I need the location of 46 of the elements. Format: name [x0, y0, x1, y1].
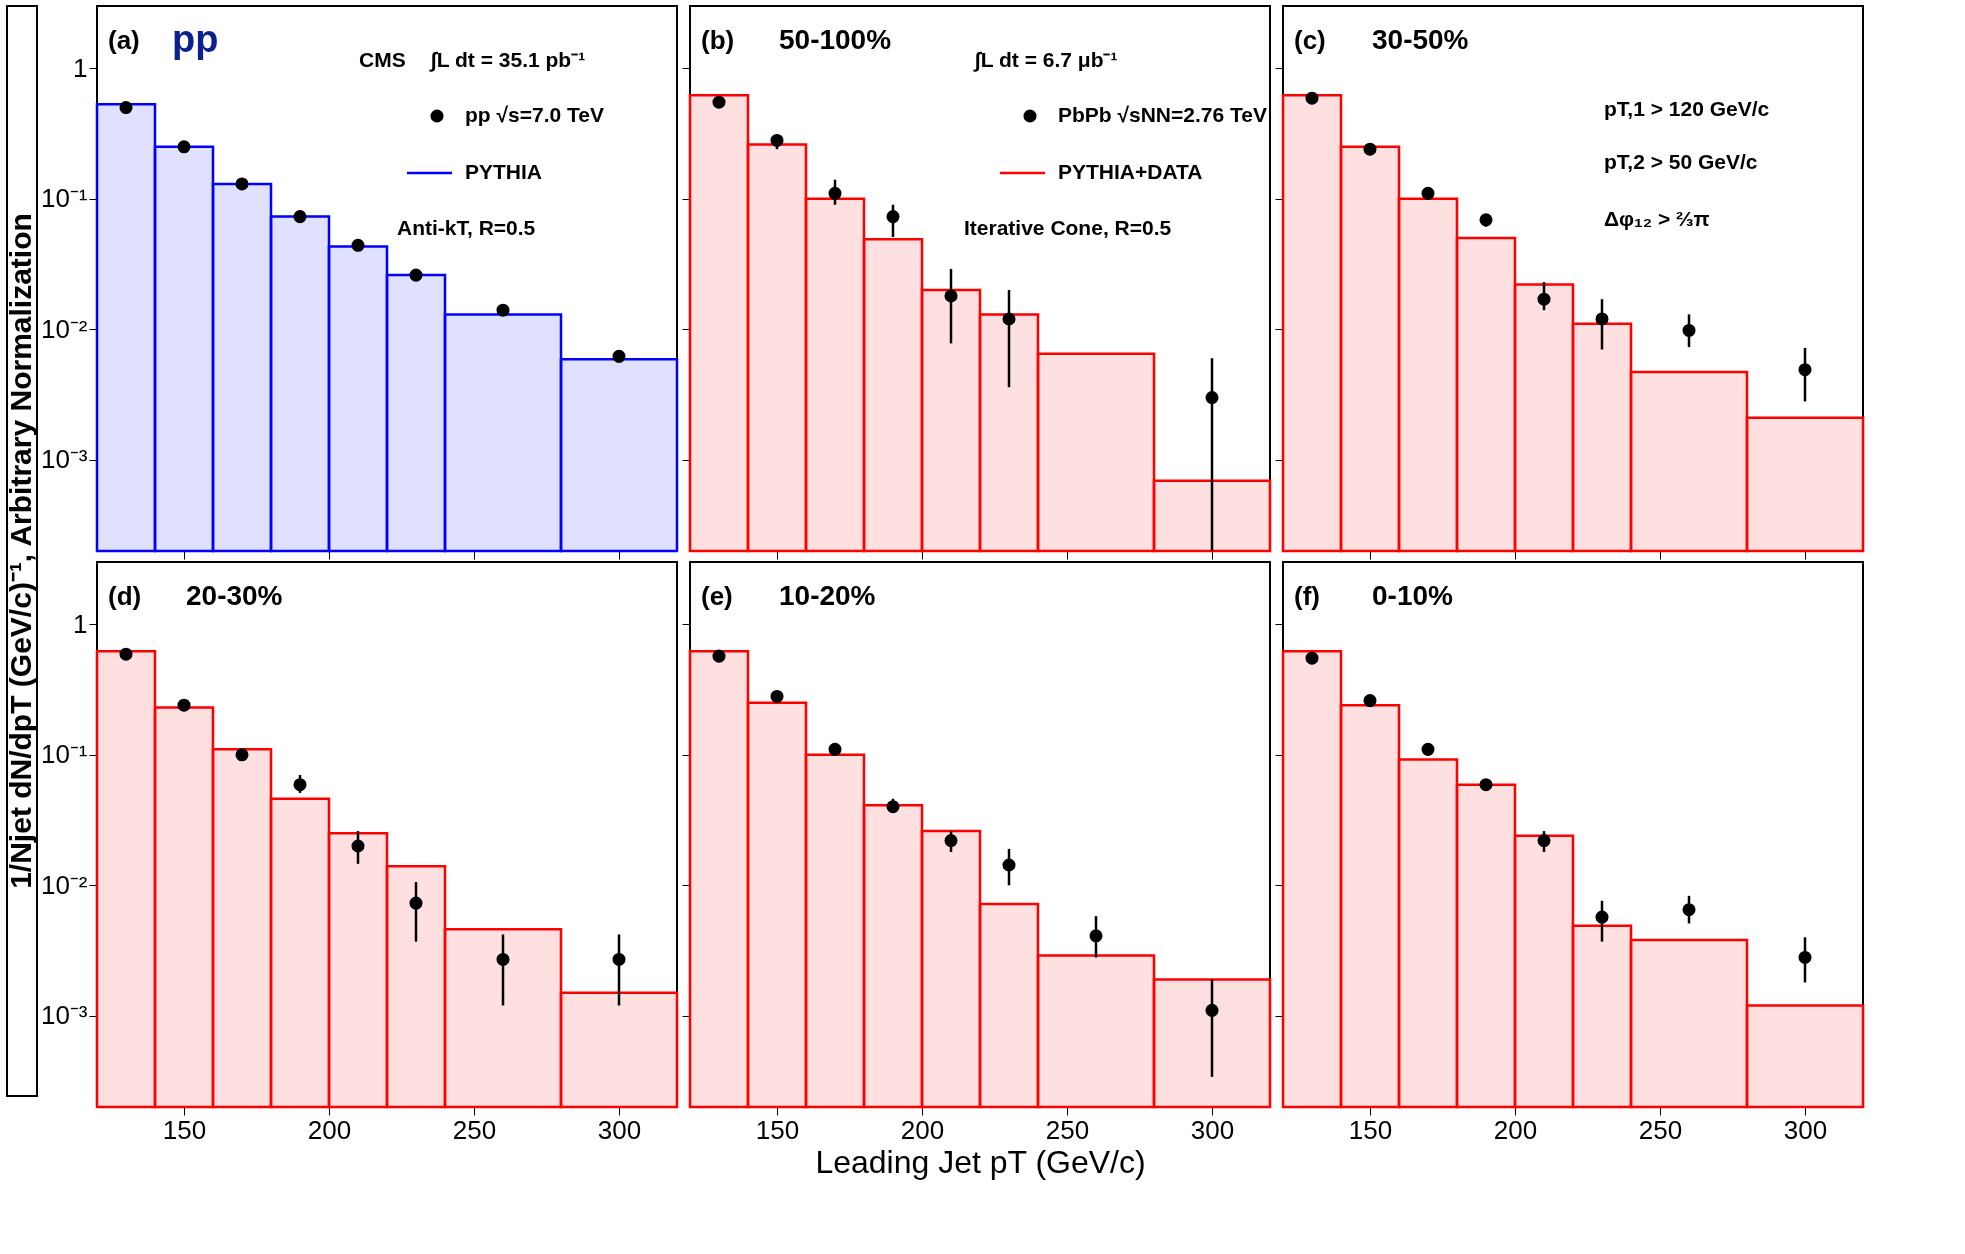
x-axis-title: Leading Jet pT (GeV/c) [815, 1143, 1146, 1180]
annotation: (a) [108, 25, 140, 55]
annotation: 30-50% [1372, 24, 1469, 55]
annotation: (b) [701, 25, 735, 55]
legend-label: PYTHIA+DATA [1058, 160, 1203, 183]
annotation: CMS [359, 48, 406, 71]
y-tick-label: 10⁻² [40, 869, 88, 900]
annotation: ∫L dt = 6.7 μb⁻¹ [973, 48, 1118, 72]
annotation: ∫L dt = 35.1 pb⁻¹ [429, 48, 586, 72]
x-tick-label: 300 [1783, 1114, 1828, 1145]
x-tick-label: 300 [1190, 1114, 1235, 1145]
x-tick-label: 150 [162, 1114, 207, 1145]
x-tick-label: 150 [755, 1114, 800, 1145]
x-tick-label: 250 [1045, 1114, 1090, 1145]
annotation: 10-20% [779, 580, 876, 611]
annotation: 20-30% [186, 580, 283, 611]
annotation: (f) [1294, 581, 1320, 611]
y-tick-label: 10⁻³ [40, 444, 88, 475]
x-tick-label: 200 [900, 1114, 945, 1145]
y-tick-label: 10⁻³ [40, 1000, 88, 1031]
legend-label: PbPb √sNN=2.76 TeV [1058, 103, 1267, 126]
y-tick-label: 1 [73, 608, 88, 639]
annotation: pT,2 > 50 GeV/c [1604, 150, 1758, 173]
annotation: Anti-kT, R=0.5 [397, 216, 536, 239]
x-tick-label: 300 [597, 1114, 642, 1145]
annotation: (d) [108, 581, 142, 611]
x-tick-label: 200 [307, 1114, 352, 1145]
x-tick-label: 150 [1348, 1114, 1393, 1145]
annotation: (c) [1294, 25, 1326, 55]
x-tick-label: 250 [1638, 1114, 1683, 1145]
annotation: (e) [701, 581, 733, 611]
x-tick-label: 250 [452, 1114, 497, 1145]
legend-label: pp √s=7.0 TeV [465, 103, 604, 126]
annotation: 0-10% [1372, 580, 1454, 611]
annotation: Δφ₁₂ > ⅔π [1604, 207, 1710, 230]
y-axis-title: 1/Njet dN/dpT (GeV/c)⁻¹, Arbitrary Normalization [4, 213, 37, 889]
y-tick-label: 1 [73, 52, 88, 83]
y-tick-label: 10⁻¹ [40, 739, 88, 770]
y-tick-label: 10⁻² [40, 313, 88, 344]
annotation: pT,1 > 120 GeV/c [1604, 97, 1770, 120]
legend-label: PYTHIA [465, 160, 543, 183]
annotation: pp [172, 18, 219, 60]
y-tick-label: 10⁻¹ [40, 183, 88, 214]
annotation: Iterative Cone, R=0.5 [964, 216, 1172, 239]
x-tick-label: 200 [1493, 1114, 1538, 1145]
annotation: 50-100% [779, 24, 892, 55]
